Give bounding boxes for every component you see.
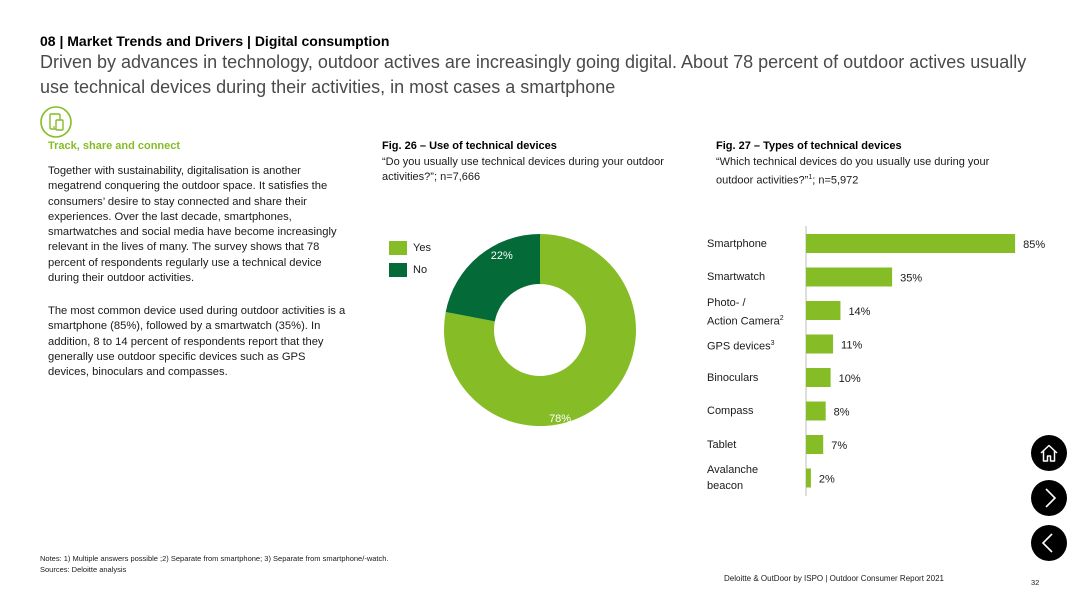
bar-0 bbox=[806, 234, 1016, 253]
legend-label-yes: Yes bbox=[413, 242, 431, 254]
section-title: 08 | Market Trends and Drivers | Digital… bbox=[40, 33, 390, 49]
fig27-subtitle-n: ; n=5,972 bbox=[812, 174, 859, 187]
sources-text: Sources: Deloitte analysis bbox=[40, 565, 127, 574]
chevron-right-icon bbox=[1045, 488, 1057, 508]
legend-swatch-yes bbox=[389, 241, 407, 255]
donut-slice-no bbox=[445, 234, 540, 322]
bar-value-label: 7% bbox=[831, 440, 847, 452]
bar-category-label: Tablet bbox=[707, 438, 737, 451]
bar-value-label: 85% bbox=[1023, 239, 1045, 251]
bar-category-label: Smartwatch bbox=[707, 271, 766, 283]
chevron-left-icon bbox=[1041, 533, 1053, 553]
home-icon bbox=[1040, 444, 1058, 462]
bar-1 bbox=[806, 267, 893, 287]
page-headline: Driven by advances in technology, outdoo… bbox=[40, 52, 1027, 97]
bar-6 bbox=[806, 435, 824, 454]
bar-category-label: GPS devices3 bbox=[707, 340, 775, 353]
bar-category-label: Smartphone bbox=[707, 237, 767, 250]
bar-5 bbox=[806, 401, 826, 421]
donut-chart: 78% 22% bbox=[444, 234, 636, 426]
notes-text: Notes: 1) Multiple answers possible ;2) … bbox=[40, 554, 389, 563]
bar-4 bbox=[806, 368, 831, 387]
device-paragraph: The most common device used during outdo… bbox=[48, 305, 346, 379]
next-button[interactable] bbox=[1031, 480, 1067, 516]
prev-button[interactable] bbox=[1031, 525, 1067, 561]
bar-category-label: Avalanche beacon bbox=[707, 464, 759, 492]
devices-icon bbox=[40, 106, 72, 138]
bar-category-labels: Smartphone Smartwatch Photo- / Action Camer… bbox=[707, 226, 807, 496]
intro-paragraph: Together with sustainability, digitalisa… bbox=[48, 165, 337, 285]
footnotes: Notes: 1) Multiple answers possible ;2) … bbox=[40, 553, 389, 575]
bar-value-label: 35% bbox=[900, 273, 922, 285]
donut-slice-yes bbox=[444, 234, 636, 426]
legend-swatch-no bbox=[389, 263, 407, 277]
fig26-title: Fig. 26 – Use of technical devices bbox=[382, 140, 557, 152]
bar-value-label: 11% bbox=[841, 340, 862, 352]
donut-label-yes: 78% bbox=[549, 413, 571, 425]
report-footer: Deloitte & OutDoor by ISPO | Outdoor Con… bbox=[724, 574, 944, 583]
bar-value-label: 2% bbox=[819, 474, 835, 486]
fig26-subtitle: “Do you usually use technical devices du… bbox=[382, 156, 664, 183]
bar-category-label: Binoculars bbox=[707, 371, 759, 384]
bar-2 bbox=[806, 301, 841, 320]
home-button[interactable] bbox=[1031, 435, 1067, 471]
page-number: 32 bbox=[1031, 578, 1040, 587]
fig27-subtitle: “Which technical devices do you usually … bbox=[716, 155, 1016, 189]
bar-category-label: Compass bbox=[707, 405, 754, 417]
bar-value-label: 10% bbox=[839, 373, 861, 385]
bar-category-label: Photo- / Action Camera2 bbox=[707, 296, 784, 328]
bar-3 bbox=[806, 334, 834, 354]
fig27-subtitle-text: “Which technical devices do you usually … bbox=[716, 156, 990, 187]
bar-7 bbox=[806, 468, 811, 488]
bar-chart: 85% 35% 14% 11% 10% 8% 7% 2% bbox=[805, 226, 1045, 496]
bar-value-label: 8% bbox=[834, 407, 850, 419]
fig27-title: Fig. 27 – Types of technical devices bbox=[716, 140, 902, 152]
legend-label-no: No bbox=[413, 264, 428, 276]
subheading: Track, share and connect bbox=[48, 140, 181, 152]
fig27-subtitle-footnote: 1 bbox=[808, 174, 813, 181]
bar-value-label: 14% bbox=[848, 306, 870, 318]
donut-label-no: 22% bbox=[491, 250, 513, 262]
